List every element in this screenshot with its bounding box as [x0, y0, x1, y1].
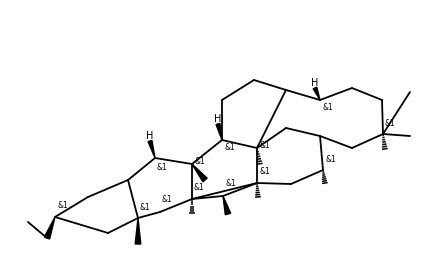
Text: &1: &1 [385, 119, 396, 128]
Text: H: H [146, 131, 154, 141]
Text: &1: &1 [260, 141, 271, 150]
Text: &1: &1 [226, 179, 237, 188]
Text: &1: &1 [58, 200, 69, 210]
Polygon shape [192, 164, 207, 182]
Text: &1: &1 [195, 157, 206, 166]
Text: &1: &1 [260, 167, 271, 177]
Text: &1: &1 [323, 103, 334, 112]
Text: H: H [214, 114, 222, 124]
Polygon shape [135, 218, 141, 244]
Text: &1: &1 [194, 183, 205, 193]
Text: &1: &1 [140, 204, 151, 212]
Polygon shape [148, 140, 155, 158]
Text: &1: &1 [162, 195, 173, 205]
Text: H: H [311, 78, 319, 88]
Polygon shape [223, 196, 231, 215]
Text: &1: &1 [225, 144, 236, 152]
Text: &1: &1 [157, 162, 168, 172]
Polygon shape [44, 217, 55, 239]
Polygon shape [216, 123, 222, 140]
Polygon shape [313, 87, 320, 100]
Text: &1: &1 [326, 156, 337, 165]
